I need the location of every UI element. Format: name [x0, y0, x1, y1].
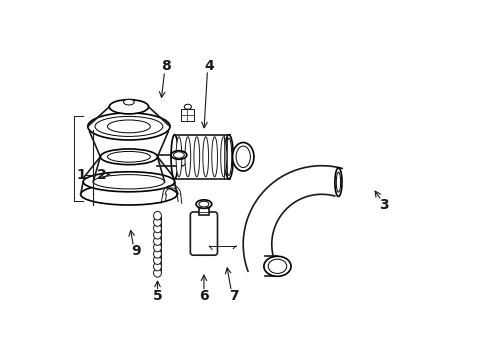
- Ellipse shape: [153, 237, 161, 246]
- Ellipse shape: [232, 143, 254, 171]
- Text: 3: 3: [379, 198, 389, 212]
- Ellipse shape: [95, 116, 163, 136]
- Ellipse shape: [107, 120, 150, 133]
- Ellipse shape: [100, 149, 157, 165]
- Ellipse shape: [153, 224, 161, 233]
- Text: 2: 2: [97, 168, 107, 182]
- Ellipse shape: [236, 146, 250, 167]
- Ellipse shape: [336, 172, 341, 192]
- Polygon shape: [243, 166, 342, 271]
- Ellipse shape: [153, 211, 161, 220]
- Ellipse shape: [212, 137, 218, 177]
- Ellipse shape: [184, 104, 192, 109]
- FancyBboxPatch shape: [181, 109, 194, 121]
- Ellipse shape: [109, 100, 148, 114]
- Ellipse shape: [199, 201, 209, 207]
- Ellipse shape: [88, 113, 170, 140]
- Ellipse shape: [153, 218, 161, 226]
- Ellipse shape: [226, 138, 232, 175]
- Ellipse shape: [173, 152, 184, 158]
- Ellipse shape: [179, 155, 186, 166]
- Ellipse shape: [123, 99, 134, 105]
- Ellipse shape: [203, 137, 209, 177]
- Ellipse shape: [81, 184, 177, 205]
- Ellipse shape: [224, 135, 233, 179]
- Ellipse shape: [185, 137, 191, 177]
- Text: 8: 8: [162, 59, 172, 73]
- Ellipse shape: [268, 259, 287, 274]
- Ellipse shape: [153, 262, 161, 271]
- Text: 1: 1: [76, 168, 86, 182]
- Text: 9: 9: [131, 244, 141, 258]
- Text: 7: 7: [229, 289, 239, 303]
- FancyBboxPatch shape: [190, 212, 218, 255]
- Text: 6: 6: [199, 289, 209, 303]
- FancyBboxPatch shape: [198, 204, 209, 215]
- Text: 5: 5: [152, 289, 162, 303]
- Ellipse shape: [171, 151, 187, 159]
- Ellipse shape: [153, 249, 161, 258]
- Ellipse shape: [176, 137, 182, 177]
- Text: 4: 4: [204, 59, 214, 73]
- Ellipse shape: [171, 135, 178, 179]
- Ellipse shape: [153, 269, 161, 277]
- Ellipse shape: [83, 172, 174, 192]
- Ellipse shape: [264, 256, 291, 276]
- Ellipse shape: [107, 152, 150, 162]
- Ellipse shape: [194, 137, 199, 177]
- Ellipse shape: [335, 168, 342, 197]
- Ellipse shape: [93, 175, 165, 189]
- Ellipse shape: [196, 200, 212, 208]
- Ellipse shape: [153, 243, 161, 252]
- Ellipse shape: [153, 256, 161, 265]
- Ellipse shape: [220, 137, 226, 177]
- Ellipse shape: [153, 230, 161, 239]
